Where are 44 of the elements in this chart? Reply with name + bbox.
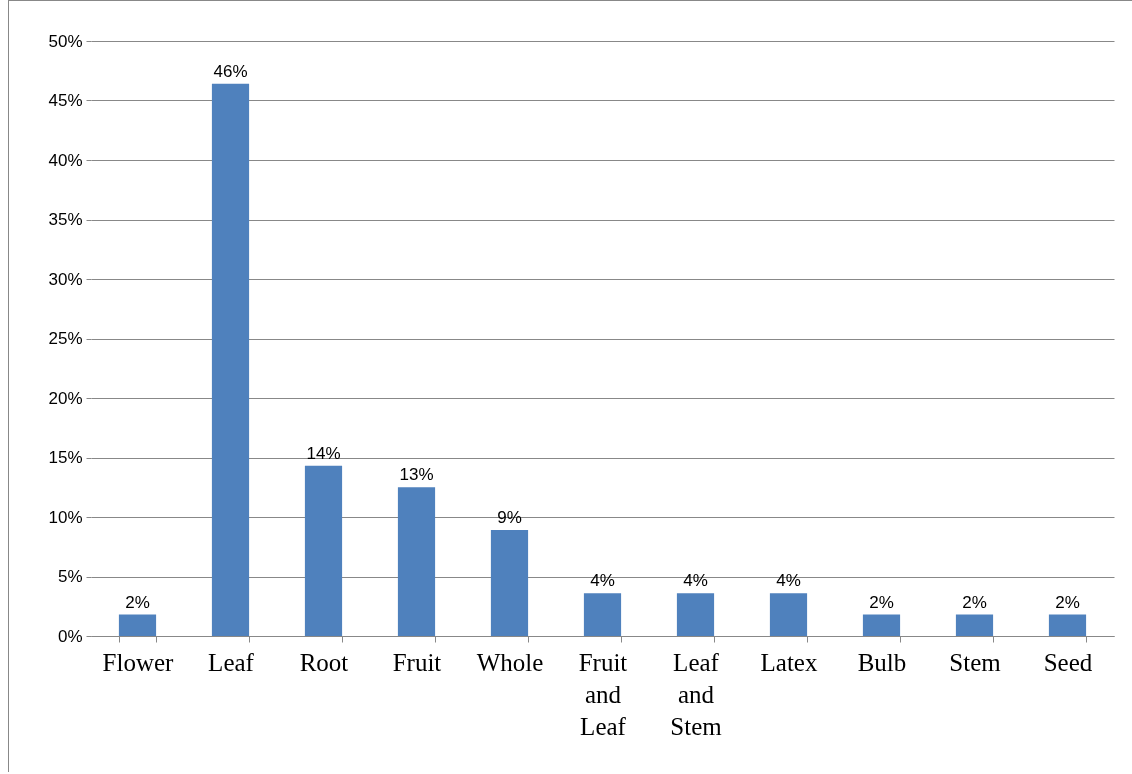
bar: [769, 593, 808, 636]
bar: [862, 614, 901, 636]
data-label: 2%: [1055, 592, 1080, 612]
bar: [955, 614, 994, 636]
y-tick-label: 15%: [48, 448, 83, 467]
x-tick-label: Leaf and Stem: [670, 648, 723, 740]
x-tick-label: Fruit and Leaf: [578, 648, 628, 740]
x-tick-label: Root: [299, 648, 349, 676]
data-label: 2%: [869, 592, 894, 612]
data-label: 9%: [497, 508, 522, 528]
x-tick-label: Whole: [476, 648, 544, 676]
y-tick-label: 40%: [48, 150, 83, 170]
data-label: 4%: [590, 571, 615, 591]
x-tick-label: Flower: [102, 648, 175, 676]
y-tick-label: 50%: [48, 31, 83, 51]
data-label: 4%: [776, 571, 801, 591]
bar: [490, 530, 529, 636]
data-label: 2%: [125, 592, 150, 612]
y-tick-label: 20%: [48, 388, 83, 408]
data-label: 13%: [399, 465, 434, 485]
y-tick-label: 25%: [48, 329, 83, 348]
y-tick-label: 30%: [48, 269, 83, 289]
bar: [118, 614, 157, 636]
x-tick-label: Stem: [949, 648, 1002, 676]
bar: [304, 465, 343, 636]
bar: [1048, 614, 1087, 636]
y-tick-label: 35%: [48, 210, 83, 229]
x-tick-label: Latex: [760, 648, 818, 676]
y-tick-label: 10%: [48, 507, 83, 527]
data-label: 2%: [962, 592, 987, 612]
data-label: 14%: [306, 443, 341, 463]
x-tick-label: Leaf: [208, 648, 255, 676]
y-tick-label: 45%: [48, 91, 83, 110]
bar: [583, 593, 622, 636]
data-label: 4%: [683, 571, 708, 591]
bar: [397, 487, 436, 636]
bar: [211, 83, 250, 636]
data-label: 46%: [213, 61, 248, 81]
x-tick-label: Bulb: [857, 648, 907, 676]
y-tick-label: 0%: [57, 626, 83, 646]
y-tick-label: 5%: [57, 567, 83, 586]
x-tick-label: Fruit: [392, 648, 442, 676]
x-tick-label: Seed: [1043, 648, 1093, 676]
bar: [676, 593, 715, 636]
